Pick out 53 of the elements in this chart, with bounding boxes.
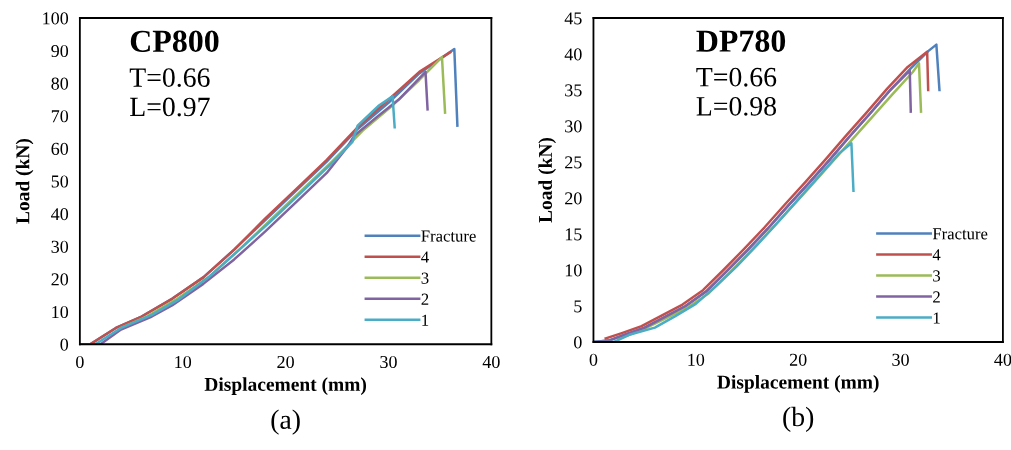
y-tick-label: 40 xyxy=(564,48,582,61)
x-tick-label: 30 xyxy=(892,353,909,366)
legend-label: 1 xyxy=(422,314,429,326)
y-tick-label: 20 xyxy=(565,192,582,205)
legend-label: 4 xyxy=(421,251,429,263)
y-tick-label: 15 xyxy=(565,228,582,241)
text: (a) xyxy=(271,409,300,435)
legend-label: 2 xyxy=(421,293,429,305)
y-tick-label: 80 xyxy=(51,77,69,90)
y-tick-label: 0 xyxy=(574,336,582,349)
chart-title: DP780 xyxy=(696,30,786,52)
y-tick-label: 0 xyxy=(60,338,69,351)
legend-label: 2 xyxy=(933,291,940,303)
x-axis-title: Displacement (mm) xyxy=(717,375,879,393)
chart-title: CP800 xyxy=(130,30,219,53)
y-axis-title: Load (kN) xyxy=(538,137,556,223)
y-tick-label: 5 xyxy=(574,300,582,313)
y-tick-label: 45 xyxy=(564,12,582,25)
y-tick-label: 40 xyxy=(51,208,69,221)
y-tick-label: 60 xyxy=(51,142,69,155)
x-tick-label: 0 xyxy=(76,355,84,369)
x-tick-label: 0 xyxy=(589,353,598,366)
y-tick-label: 10 xyxy=(52,305,69,319)
y-tick-label: 70 xyxy=(51,110,69,123)
x-tick-label: 10 xyxy=(688,353,705,366)
x-tick-label: 20 xyxy=(789,353,807,366)
y-tick-label: 50 xyxy=(51,175,69,188)
x-axis-title: Displacement (mm) xyxy=(204,377,367,395)
y-tick-label: 100 xyxy=(43,12,69,25)
legend-label: 3 xyxy=(933,270,941,282)
legend-label: 4 xyxy=(932,249,941,261)
legend-label: 3 xyxy=(421,272,429,284)
x-tick-label: 30 xyxy=(380,355,397,369)
annotation: T=0.66 xyxy=(129,68,210,88)
legend-label: Fracture xyxy=(421,230,476,242)
annotation: T=0.66 xyxy=(696,67,777,87)
x-tick-label: 10 xyxy=(175,355,192,369)
y-axis-title: Load (kN) xyxy=(15,139,34,224)
y-tick-label: 10 xyxy=(565,264,582,277)
x-tick-label: 20 xyxy=(277,355,294,369)
y-tick-label: 20 xyxy=(51,273,69,286)
legend-label: Fracture xyxy=(932,228,988,240)
x-tick-label: 40 xyxy=(482,355,500,369)
y-tick-label: 35 xyxy=(565,84,582,97)
y-tick-label: 30 xyxy=(51,240,69,253)
y-tick-label: 90 xyxy=(51,44,69,58)
annotation: L=0.97 xyxy=(130,97,210,117)
annotation: L=0.98 xyxy=(696,96,777,116)
y-tick-label: 30 xyxy=(565,120,582,133)
legend-label: 1 xyxy=(933,312,940,324)
y-tick-label: 25 xyxy=(565,156,582,169)
x-tick-label: 40 xyxy=(994,353,1011,366)
text: (b) xyxy=(783,406,814,432)
